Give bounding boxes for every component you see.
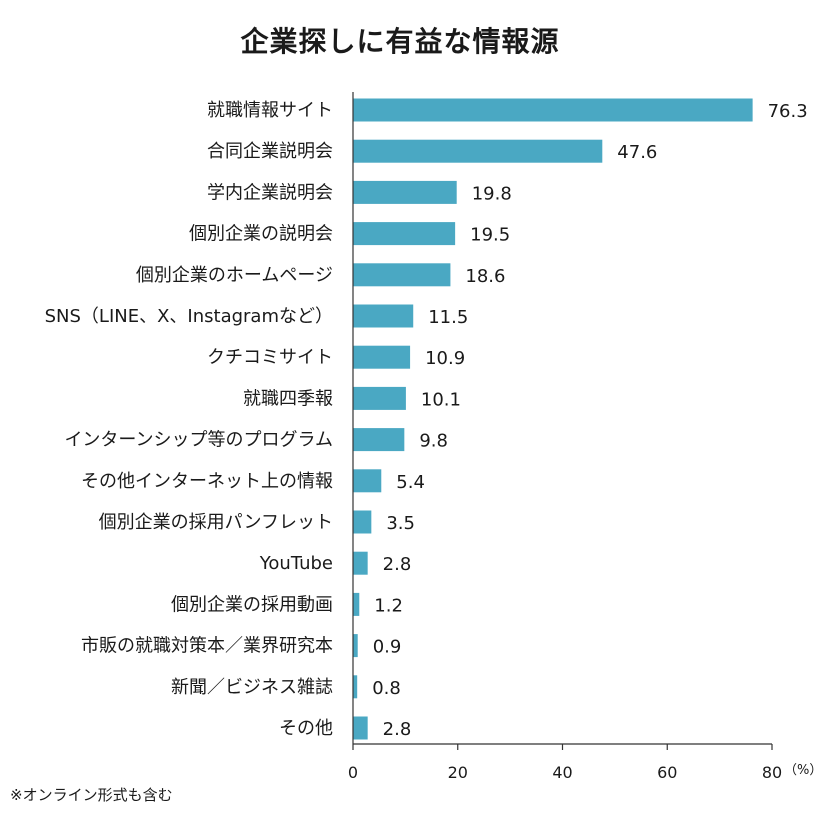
x-unit-label: （%） (784, 763, 822, 778)
bar (353, 592, 360, 616)
category-label: その他インターネット上の情報 (81, 471, 333, 492)
category-label: YouTube (259, 553, 333, 574)
x-tick-label: 60 (657, 763, 677, 782)
footnote: ※オンライン形式も含む (10, 786, 173, 804)
value-label: 2.8 (383, 719, 412, 740)
category-label: 学内企業説明会 (207, 182, 333, 203)
bar (353, 304, 414, 328)
category-label: 就職四季報 (243, 388, 333, 409)
x-axis: 0 20 40 60 80 （%） (348, 92, 822, 782)
value-label: 19.8 (472, 183, 512, 204)
bar (353, 675, 358, 699)
value-label: 9.8 (419, 431, 448, 452)
category-label: その他 (279, 718, 333, 739)
value-label: 11.5 (428, 307, 468, 328)
category-label: クチコミサイト (207, 347, 333, 368)
category-label: 個別企業の説明会 (189, 224, 333, 245)
bar (353, 551, 368, 575)
labels-layer: 就職情報サイト 76.3 合同企業説明会 47.6 学内企業説明会 19.8 個別企業の説明… (45, 100, 808, 740)
value-label: 76.3 (768, 101, 808, 122)
value-label: 0.9 (373, 637, 402, 658)
category-label: 個別企業のホームページ (136, 265, 333, 286)
chart-title: 企業探しに有益な情報源 (240, 25, 560, 58)
bar (353, 386, 406, 410)
value-label: 2.8 (383, 554, 412, 575)
x-tick-label: 20 (448, 763, 468, 782)
bar (353, 222, 456, 246)
value-label: 47.6 (617, 142, 657, 163)
x-tick-label: 80 (762, 763, 782, 782)
category-label: インターンシップ等のプログラム (64, 430, 333, 451)
category-label: 新聞／ビジネス雑誌 (171, 677, 333, 698)
category-label: 合同企業説明会 (207, 141, 333, 162)
value-label: 5.4 (396, 472, 425, 493)
value-label: 3.5 (386, 513, 415, 534)
value-label: 18.6 (465, 266, 505, 287)
value-label: 10.9 (425, 348, 465, 369)
bars-layer (353, 98, 753, 740)
value-label: 10.1 (421, 389, 461, 410)
bar (353, 180, 457, 204)
bar (353, 428, 405, 452)
bar (353, 716, 368, 740)
value-label: 1.2 (374, 595, 403, 616)
category-label: 市販の就職対策本／業界研究本 (81, 636, 333, 657)
category-label: 個別企業の採用パンフレット (99, 512, 333, 533)
value-label: 0.8 (372, 678, 401, 699)
category-label: SNS（LINE、X、Instagramなど） (45, 306, 333, 327)
bar (353, 263, 451, 287)
bar (353, 345, 411, 369)
bar (353, 98, 753, 122)
x-tick-label: 0 (348, 763, 358, 782)
bar (353, 634, 358, 658)
value-label: 19.5 (470, 225, 510, 246)
category-label: 個別企業の採用動画 (171, 594, 333, 615)
bar (353, 510, 372, 534)
bar (353, 469, 382, 493)
category-label: 就職情報サイト (207, 100, 333, 121)
bar (353, 139, 603, 163)
x-tick-label: 40 (552, 763, 572, 782)
